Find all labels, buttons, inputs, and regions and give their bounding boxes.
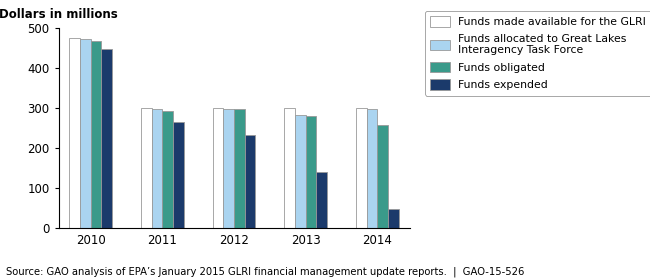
Bar	[173, 122, 184, 228]
Bar	[388, 209, 398, 228]
Bar	[162, 111, 173, 228]
Bar	[234, 109, 245, 228]
Text: Dollars in millions: Dollars in millions	[0, 8, 118, 21]
Bar	[356, 108, 367, 228]
Bar	[70, 38, 80, 228]
Bar	[367, 109, 377, 228]
Bar	[101, 49, 112, 228]
Bar	[80, 39, 91, 228]
Bar	[151, 109, 162, 228]
Bar	[284, 108, 295, 228]
Bar	[91, 41, 101, 228]
Bar	[223, 109, 234, 228]
Text: Source: GAO analysis of EPA’s January 2015 GLRI financial management update repo: Source: GAO analysis of EPA’s January 20…	[6, 266, 525, 277]
Bar	[245, 135, 255, 228]
Bar	[213, 108, 223, 228]
Bar	[317, 172, 327, 228]
Bar	[377, 125, 388, 228]
Bar	[306, 116, 317, 228]
Bar	[141, 108, 151, 228]
Legend: Funds made available for the GLRI, Funds allocated to Great Lakes
Interagency Ta: Funds made available for the GLRI, Funds…	[424, 11, 650, 96]
Bar	[295, 115, 306, 228]
